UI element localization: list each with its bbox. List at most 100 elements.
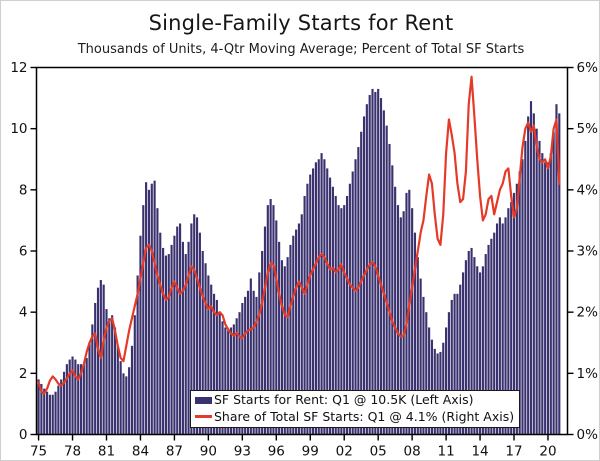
bar [354, 159, 357, 435]
left-axis-tick-label: 12 [10, 60, 27, 76]
bar [348, 183, 351, 435]
bar [60, 379, 63, 435]
chart-subtitle: Thousands of Units, 4-Qtr Moving Average… [77, 42, 525, 57]
bar [309, 174, 312, 435]
bar [153, 180, 156, 435]
bar [130, 345, 134, 435]
bar [48, 394, 51, 435]
left-axis-tick-label: 4 [19, 305, 28, 321]
bar [232, 324, 235, 435]
bar [524, 140, 527, 435]
right-axis-tick-label: 2% [577, 305, 599, 321]
bar [416, 257, 419, 435]
bar [263, 226, 267, 435]
bar [328, 177, 332, 435]
bar [442, 342, 445, 435]
bar [102, 284, 105, 435]
bar [413, 232, 417, 435]
bar [487, 244, 490, 435]
bar [484, 254, 487, 435]
right-axis-tick-label: 3% [577, 244, 599, 260]
bar [235, 318, 238, 435]
bar [498, 217, 501, 435]
bar [544, 162, 547, 435]
bar [246, 290, 250, 435]
bar [241, 302, 244, 435]
bar [379, 98, 383, 435]
bar [119, 361, 122, 435]
bar [280, 260, 284, 435]
bar [65, 364, 68, 435]
bar [552, 131, 555, 435]
bar [382, 110, 385, 435]
bar [249, 278, 252, 435]
bar [518, 171, 521, 435]
bar [512, 192, 516, 435]
bar [62, 371, 66, 435]
bar [37, 379, 40, 435]
bar [45, 391, 49, 435]
bar [473, 257, 476, 435]
x-axis-tick-label: 93 [234, 444, 251, 460]
bar [343, 205, 346, 435]
x-axis-tick-label: 17 [505, 444, 522, 460]
x-axis-tick-label: 81 [98, 444, 115, 460]
chart-title: Single-Family Starts for Rent [148, 11, 454, 35]
bar [244, 296, 247, 435]
right-axis-tick-label: 1% [577, 366, 599, 382]
bar [51, 394, 54, 435]
bar [402, 211, 405, 435]
bar [430, 339, 434, 435]
bar [204, 263, 207, 435]
bar [419, 278, 422, 435]
bar [43, 388, 46, 435]
share-line [37, 75, 561, 395]
bar [300, 214, 303, 435]
x-axis-tick-label: 20 [539, 444, 556, 460]
bar [467, 251, 470, 435]
bar [224, 327, 227, 435]
bar [122, 373, 125, 435]
bar [462, 272, 465, 435]
bar [238, 312, 241, 435]
bar [478, 272, 482, 435]
x-axis-tick-label: 02 [336, 444, 353, 460]
bar [184, 254, 187, 435]
bar [541, 153, 544, 435]
legend: SF Starts for Rent: Q1 @ 10.5K (Left Axi… [190, 390, 521, 428]
bar [40, 384, 43, 435]
bar-series [37, 88, 561, 435]
legend-item-bars: SF Starts for Rent: Q1 @ 10.5K (Left Axi… [195, 392, 514, 409]
bar [275, 220, 278, 435]
bar [453, 293, 456, 435]
bar [94, 302, 97, 435]
x-axis-tick-label: 08 [404, 444, 421, 460]
x-axis-tick-label: 90 [200, 444, 217, 460]
bar [422, 296, 425, 435]
bar [459, 284, 462, 435]
bar [269, 199, 272, 435]
bar [507, 208, 510, 435]
bar [385, 125, 388, 435]
bar [227, 330, 230, 435]
bar [111, 315, 114, 435]
bar [394, 186, 397, 435]
bar [334, 195, 337, 435]
bar [377, 88, 380, 435]
bar [447, 312, 450, 435]
bar [91, 324, 94, 435]
x-axis-tick-label: 78 [64, 444, 81, 460]
axis-ticks [30, 66, 574, 441]
bar [493, 232, 496, 435]
left-axis-tick-label: 6 [19, 244, 28, 260]
bar [340, 208, 343, 435]
bar [82, 364, 85, 435]
bar [538, 140, 541, 435]
bar [142, 205, 145, 435]
bar [337, 205, 340, 435]
bar [167, 254, 170, 435]
bar [286, 257, 289, 435]
